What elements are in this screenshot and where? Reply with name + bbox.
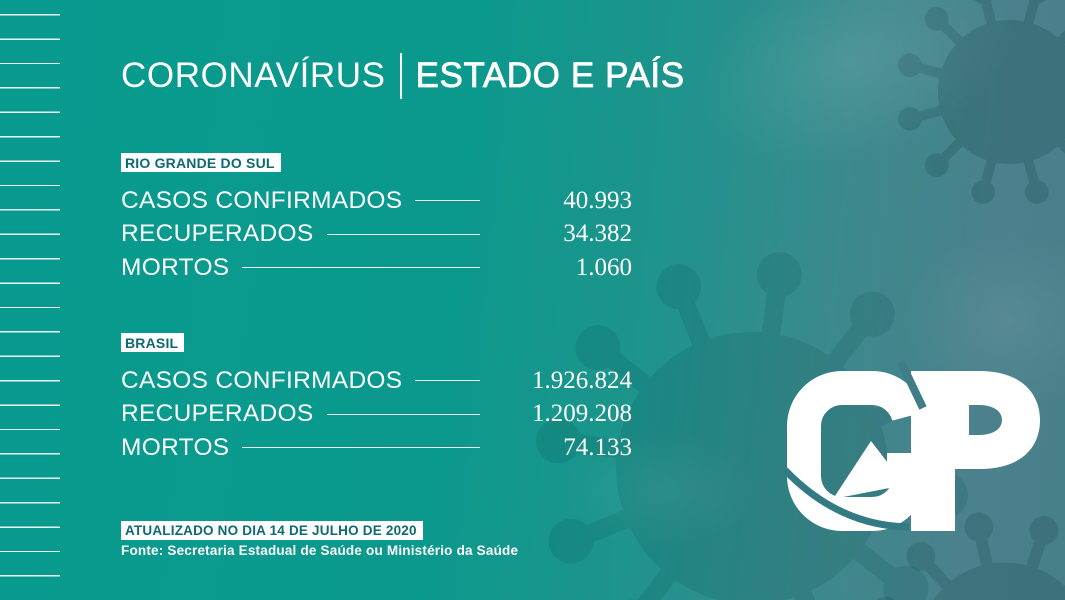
stat-row: CASOS CONFIRMADOS 40.993: [121, 184, 632, 218]
section-badge: RIO GRANDE DO SUL: [121, 153, 281, 172]
leader-line: [242, 447, 480, 449]
leader-line: [415, 200, 480, 202]
section-brasil: BRASIL CASOS CONFIRMADOS 1.926.824 RECUP…: [121, 333, 632, 465]
stat-row: RECUPERADOS 34.382: [121, 218, 632, 252]
stat-label: RECUPERADOS: [121, 400, 314, 428]
footer: ATUALIZADO NO DIA 14 DE JULHO DE 2020 Fo…: [121, 521, 518, 558]
stat-label: RECUPERADOS: [121, 220, 314, 248]
left-ruled-lines: [0, 14, 60, 581]
stat-row: CASOS CONFIRMADOS 1.926.824: [121, 364, 632, 398]
stat-label: MORTOS: [121, 253, 230, 281]
page-title: CORONAVÍRUS ESTADO E PAÍS: [121, 53, 685, 99]
stat-row: MORTOS 74.133: [121, 431, 632, 465]
stat-value: 1.209.208: [532, 400, 632, 428]
stat-label: CASOS CONFIRMADOS: [121, 366, 403, 394]
stat-value: 1.060: [575, 253, 632, 281]
stat-label: CASOS CONFIRMADOS: [121, 186, 403, 214]
title-part2: ESTADO E PAÍS: [415, 56, 685, 96]
gp-logo: [783, 360, 1040, 531]
stat-row: RECUPERADOS 1.209.208: [121, 398, 632, 432]
stat-value: 40.993: [563, 186, 632, 214]
source-note: Fonte: Secretaria Estadual de Saúde ou M…: [121, 543, 519, 558]
section-rio-grande-do-sul: RIO GRANDE DO SUL CASOS CONFIRMADOS 40.9…: [121, 153, 632, 285]
leader-line: [415, 380, 480, 382]
updated-badge: ATUALIZADO NO DIA 14 DE JULHO DE 2020: [121, 521, 423, 540]
leader-line: [326, 233, 480, 235]
leader-line: [326, 413, 480, 415]
stat-value: 34.382: [563, 220, 632, 248]
stat-row: MORTOS 1.060: [121, 251, 632, 285]
title-separator: [399, 53, 402, 99]
leader-line: [242, 267, 480, 269]
stat-label: MORTOS: [121, 433, 230, 461]
stat-value: 74.133: [563, 433, 632, 461]
title-part1: CORONAVÍRUS: [121, 56, 386, 95]
section-badge: BRASIL: [121, 333, 185, 352]
stat-value: 1.926.824: [532, 366, 632, 394]
